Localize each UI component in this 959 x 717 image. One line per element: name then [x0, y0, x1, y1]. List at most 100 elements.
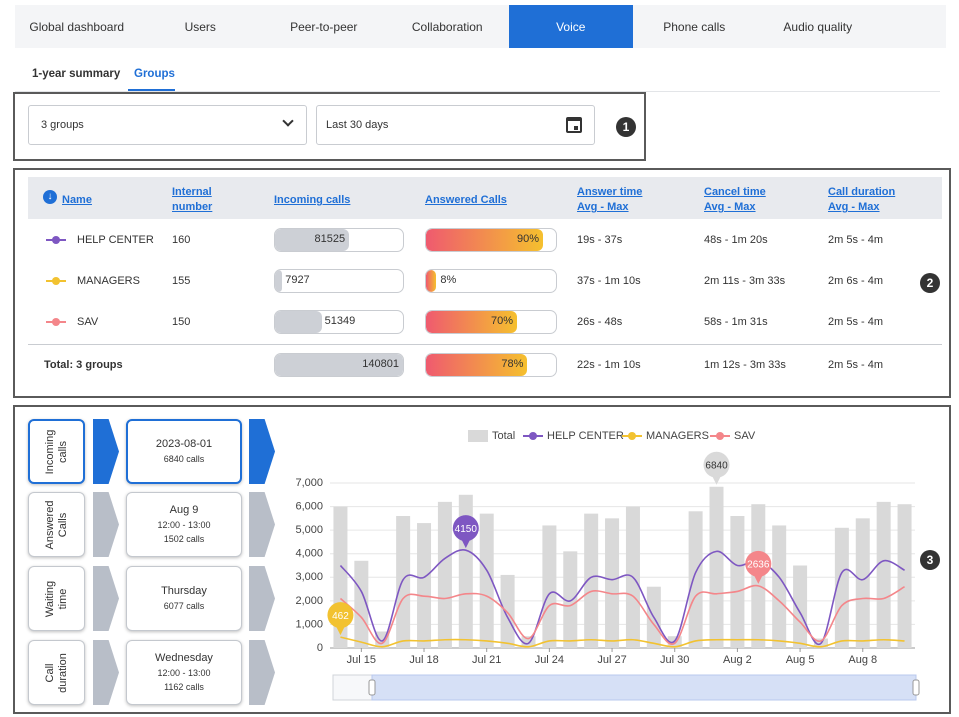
- column-header-label: Internal number: [172, 186, 213, 213]
- period-select[interactable]: Last 30 days: [316, 105, 595, 145]
- bar: [834, 527, 849, 648]
- column-header[interactable]: Cancel time Avg - Max: [704, 185, 814, 215]
- answered-bar: [426, 311, 517, 333]
- metric-tab[interactable]: Answered Calls: [28, 492, 85, 557]
- sub-tab[interactable]: 1-year summary: [32, 68, 121, 80]
- sort-icon: ↓: [43, 190, 57, 204]
- bar: [897, 504, 912, 648]
- y-tick-label: 2,000: [295, 595, 323, 607]
- incoming-bar-track: 140801: [274, 353, 404, 377]
- pin-label: 6840: [705, 460, 728, 471]
- navigator-handle: [368, 679, 376, 696]
- pin-label: 2636: [747, 560, 770, 571]
- line: [339, 584, 905, 645]
- x-tick-label: Jul 24: [535, 654, 564, 666]
- y-tick-label: 3,000: [295, 571, 323, 583]
- incoming-value: 81525: [314, 233, 346, 245]
- column-header-label: Answered Calls: [425, 194, 507, 206]
- legend-dot: [628, 432, 636, 440]
- answered-bar-track: 8%: [425, 269, 557, 293]
- x-tick-label: Aug 5: [786, 654, 815, 666]
- navigator: [332, 674, 917, 701]
- series-dot-icon: [52, 318, 60, 326]
- answer-time: 22s - 1m 10s: [577, 359, 641, 371]
- bar: [793, 565, 808, 648]
- call-duration: 2m 5s - 4m: [828, 234, 884, 246]
- incoming-value: 140801: [362, 358, 399, 370]
- tab[interactable]: Audio quality: [783, 19, 853, 34]
- metric-tab[interactable]: Waiting time: [28, 566, 85, 631]
- metric-tab[interactable]: Incoming calls: [28, 419, 85, 484]
- answered-value: 78%: [501, 358, 524, 370]
- column-header[interactable]: Internal number: [172, 185, 227, 215]
- sub-tab[interactable]: Groups: [134, 68, 175, 80]
- metric-tab[interactable]: Call duration: [28, 640, 85, 705]
- pin-head: [745, 550, 772, 577]
- answered-bar: [426, 229, 543, 251]
- internal-number: 155: [172, 275, 191, 287]
- answered-bar-track: 78%: [425, 353, 557, 377]
- summary-card[interactable]: Wednesday 12:00 - 13:00 1162 calls: [126, 640, 242, 705]
- tab[interactable]: Peer-to-peer: [290, 19, 358, 34]
- cancel-time: 48s - 1m 20s: [704, 234, 768, 246]
- cancel-time: 58s - 1m 31s: [704, 316, 768, 328]
- column-header[interactable]: Call duration Avg - Max: [828, 185, 938, 215]
- y-tick-label: 1,000: [295, 618, 323, 630]
- bar: [417, 523, 432, 648]
- legend-label: HELP CENTER: [547, 430, 624, 442]
- incoming-bar-track: 7927: [274, 269, 404, 293]
- tab[interactable]: Global dashboard: [29, 19, 125, 34]
- bar: [730, 516, 745, 648]
- tab[interactable]: Collaboration: [411, 19, 483, 34]
- summary-card[interactable]: Thursday 6077 calls: [126, 566, 242, 631]
- incoming-value: 7927: [285, 274, 310, 286]
- cancel-time: 1m 12s - 3m 33s: [704, 359, 786, 371]
- summary-card[interactable]: Aug 9 12:00 - 13:00 1502 calls: [126, 492, 242, 557]
- column-header-label: Name: [62, 194, 92, 206]
- tab[interactable]: Users: [184, 19, 216, 34]
- answered-bar-track: 90%: [425, 228, 557, 252]
- summary-line: 6840 calls: [163, 454, 205, 464]
- x-tick-label: Jul 15: [347, 654, 376, 666]
- tab[interactable]: Voice: [509, 5, 633, 48]
- bar: [542, 525, 557, 648]
- incoming-bar-track: 81525: [274, 228, 404, 252]
- summary-card[interactable]: 2023-08-01 6840 calls: [126, 419, 242, 484]
- group-name: HELP CENTER: [77, 234, 154, 246]
- answered-value: 8%: [440, 274, 457, 286]
- callout: 2: [920, 273, 940, 293]
- legend-label: MANAGERS: [646, 430, 709, 442]
- column-header[interactable]: Name: [62, 193, 172, 208]
- period-select-value: Last 30 days: [326, 119, 389, 131]
- frame: [13, 92, 646, 161]
- column-header[interactable]: Answered Calls: [425, 193, 535, 208]
- bar: [500, 574, 515, 648]
- call-duration: 2m 5s - 4m: [828, 359, 884, 371]
- internal-number: 160: [172, 234, 191, 246]
- column-header-sub: Avg - Max: [828, 201, 880, 213]
- column-header-label: Call duration: [828, 186, 896, 198]
- series-dot-icon: [52, 277, 60, 285]
- summary-line: Aug 9: [169, 504, 199, 516]
- column-header[interactable]: Incoming calls: [274, 193, 384, 208]
- column-header[interactable]: Answer time Avg - Max: [577, 185, 687, 215]
- incoming-bar: [275, 311, 322, 333]
- navigator-selection: [371, 674, 917, 701]
- bar: [855, 518, 870, 648]
- legend-dot: [529, 432, 537, 440]
- total-divider: [28, 344, 942, 345]
- navigator-handle: [912, 679, 920, 696]
- pin-head: [452, 515, 479, 542]
- bar: [437, 501, 452, 648]
- cancel-time: 2m 11s - 3m 33s: [704, 275, 786, 287]
- y-tick-label: 6,000: [295, 500, 323, 512]
- x-tick-label: Jul 21: [472, 654, 501, 666]
- tab[interactable]: Phone calls: [663, 19, 726, 34]
- callout: 3: [920, 550, 940, 570]
- group-select[interactable]: 3 groups: [28, 105, 307, 145]
- bar: [667, 636, 682, 648]
- legend-dot: [716, 432, 724, 440]
- pin-head: [703, 451, 730, 478]
